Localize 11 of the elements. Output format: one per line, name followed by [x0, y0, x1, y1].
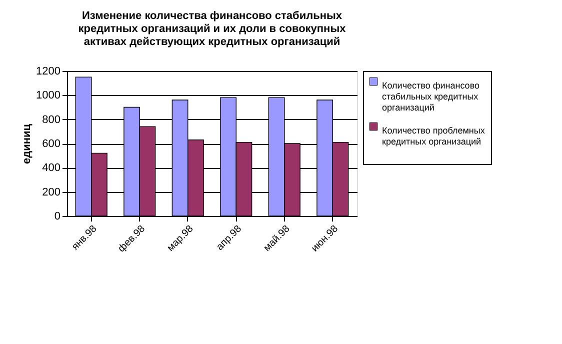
chart-title: Изменение количества финансово стабильных кредитных организаций и их доли в совокупных активах действующих кредитных организаций — [78, 10, 347, 48]
y-tick-label: 400 — [42, 162, 60, 174]
y-tick-label: 200 — [42, 186, 60, 198]
y-axis-title: единиц — [21, 124, 34, 164]
y-tick-label: 800 — [42, 114, 60, 126]
y-tick-label: 1000 — [36, 90, 60, 102]
y-tick-label: 0 — [54, 210, 60, 222]
legend-label: Количество проблемных кредитных организаций — [382, 126, 486, 146]
y-tick-label: 600 — [42, 138, 60, 150]
legend-label: Количество финансово стабильных кредитных организаций — [382, 80, 480, 112]
y-tick-label: 1200 — [36, 66, 60, 78]
